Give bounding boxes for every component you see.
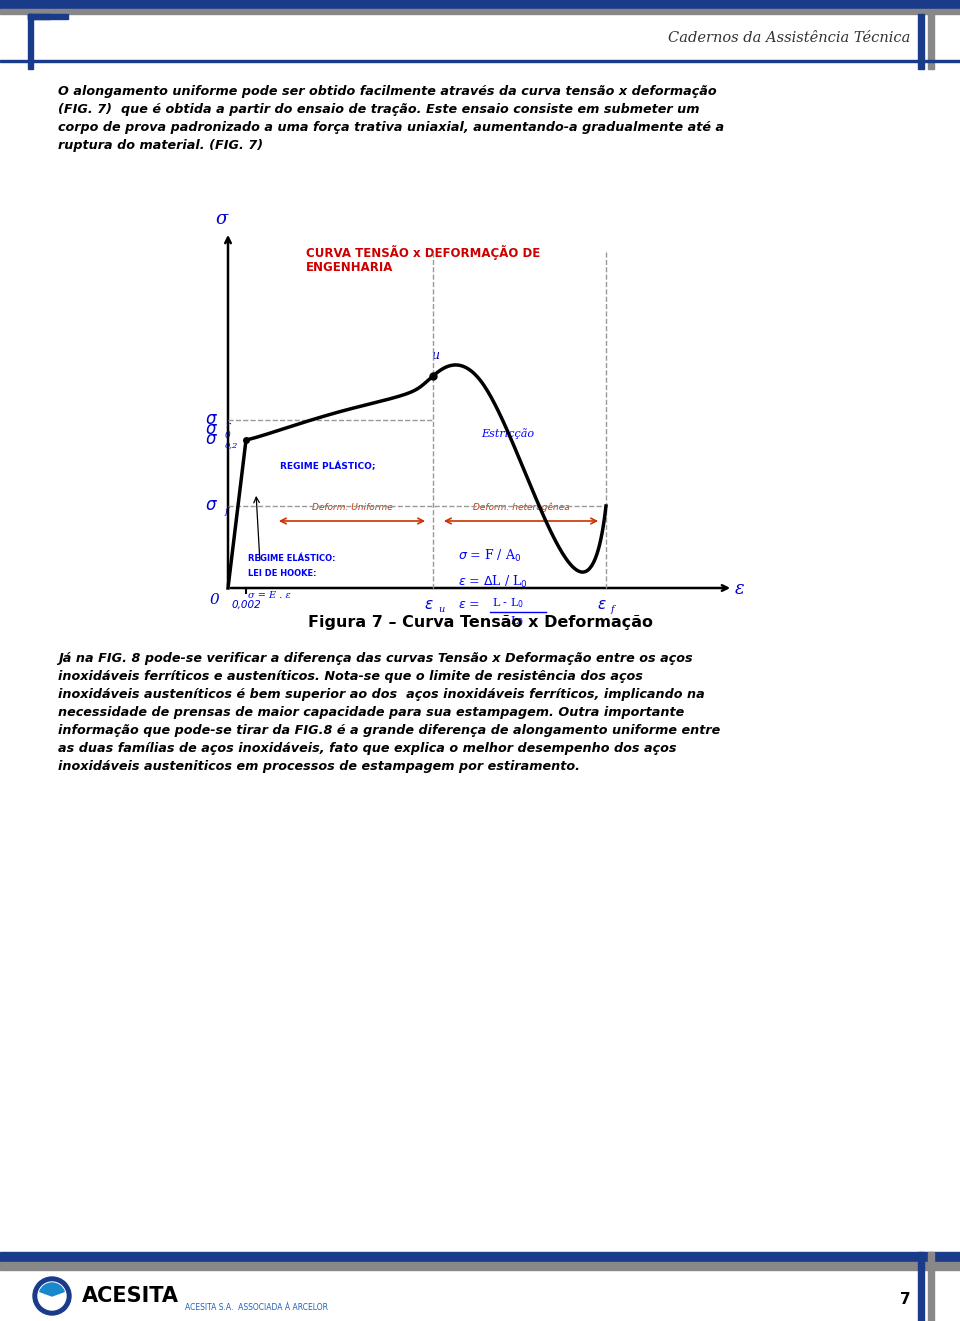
Text: σ = E . ε: σ = E . ε xyxy=(248,590,291,600)
Text: as duas famílias de aços inoxidáveis, fato que explica o melhor desempenho dos a: as duas famílias de aços inoxidáveis, fa… xyxy=(58,742,677,756)
Text: ε: ε xyxy=(735,580,745,598)
Text: r: r xyxy=(225,420,229,429)
Text: f: f xyxy=(225,506,228,515)
Text: $\sigma$: $\sigma$ xyxy=(205,498,218,514)
Text: u: u xyxy=(431,349,439,362)
Text: corpo de prova padronizado a uma força trativa uniaxial, aumentando-a gradualmen: corpo de prova padronizado a uma força t… xyxy=(58,122,724,133)
Text: ENGENHARIA: ENGENHARIA xyxy=(306,262,394,273)
Text: $\sigma$: $\sigma$ xyxy=(205,432,218,449)
Bar xyxy=(928,1252,934,1321)
Text: (FIG. 7)  que é obtida a partir do ensaio de tração. Este ensaio consiste em sub: (FIG. 7) que é obtida a partir do ensaio… xyxy=(58,103,700,116)
Text: REGIME PLÁSTICO;: REGIME PLÁSTICO; xyxy=(280,462,375,472)
Text: 0: 0 xyxy=(225,431,230,440)
Bar xyxy=(28,15,68,18)
Text: inoxidáveis austeníticos é bem superior ao dos  aços inoxidáveis ferríticos, imp: inoxidáveis austeníticos é bem superior … xyxy=(58,688,705,701)
Text: ACESITA S.A.  ASSOCIADA À ARCELOR: ACESITA S.A. ASSOCIADA À ARCELOR xyxy=(185,1304,328,1313)
Text: ACESITA: ACESITA xyxy=(82,1287,179,1306)
Bar xyxy=(28,15,33,69)
Text: Cadernos da Assistência Técnica: Cadernos da Assistência Técnica xyxy=(667,30,910,45)
Text: inoxidáveis austeniticos em processos de estampagem por estiramento.: inoxidáveis austeniticos em processos de… xyxy=(58,760,580,773)
Text: u: u xyxy=(438,605,444,614)
Text: LEI DE HOOKE:: LEI DE HOOKE: xyxy=(248,569,317,579)
Text: ruptura do material. (FIG. 7): ruptura do material. (FIG. 7) xyxy=(58,139,263,152)
Text: $\varepsilon$ =: $\varepsilon$ = xyxy=(458,598,480,612)
Text: $\sigma$: $\sigma$ xyxy=(205,412,218,428)
Text: 7: 7 xyxy=(900,1292,910,1308)
Text: 0,2: 0,2 xyxy=(225,441,238,449)
Text: Estricção: Estricção xyxy=(481,428,534,439)
Wedge shape xyxy=(39,1283,64,1296)
Bar xyxy=(918,15,924,69)
Text: Deform. heterogênea: Deform. heterogênea xyxy=(472,502,569,513)
Bar xyxy=(28,15,50,18)
Bar xyxy=(928,15,934,69)
Text: 0: 0 xyxy=(209,593,219,608)
Text: inoxidáveis ferríticos e austeníticos. Nota-se que o limite de resistência dos a: inoxidáveis ferríticos e austeníticos. N… xyxy=(58,670,643,683)
Text: $\varepsilon$ = $\Delta$L / L$_0$: $\varepsilon$ = $\Delta$L / L$_0$ xyxy=(458,575,528,590)
Text: necessidade de prensas de maior capacidade para sua estampagem. Outra importante: necessidade de prensas de maior capacida… xyxy=(58,705,684,719)
Text: σ: σ xyxy=(216,210,228,229)
Text: Deform. Uniforme: Deform. Uniforme xyxy=(312,503,393,513)
Bar xyxy=(0,0,960,9)
Text: Já na FIG. 8 pode-se verificar a diferença das curvas Tensão x Deformação entre : Já na FIG. 8 pode-se verificar a diferen… xyxy=(58,653,692,664)
Bar xyxy=(0,1262,960,1269)
Bar xyxy=(0,1252,960,1262)
Bar xyxy=(918,1252,924,1321)
Text: REGIME ELÁSTICO:: REGIME ELÁSTICO: xyxy=(248,553,335,563)
Text: 0,002: 0,002 xyxy=(231,600,261,610)
Text: informação que pode-se tirar da FIG.8 é a grande diferença de alongamento unifor: informação que pode-se tirar da FIG.8 é … xyxy=(58,724,720,737)
Text: $\varepsilon$: $\varepsilon$ xyxy=(424,598,434,612)
Text: O alongamento uniforme pode ser obtido facilmente através da curva tensão x defo: O alongamento uniforme pode ser obtido f… xyxy=(58,85,716,98)
Bar xyxy=(0,9,960,15)
Bar xyxy=(0,59,960,62)
Text: f: f xyxy=(611,605,614,614)
Text: L - L$_0$: L - L$_0$ xyxy=(492,596,524,610)
Text: $\sigma$: $\sigma$ xyxy=(205,421,218,439)
Text: $\varepsilon$: $\varepsilon$ xyxy=(597,598,607,612)
Text: L$_0$: L$_0$ xyxy=(510,614,524,627)
Text: Figura 7 – Curva Tensão x Deformação: Figura 7 – Curva Tensão x Deformação xyxy=(307,616,653,630)
Text: $\sigma$ = F / A$_0$: $\sigma$ = F / A$_0$ xyxy=(458,548,521,564)
Text: CURVA TENSÃO x DEFORMAÇÃO DE: CURVA TENSÃO x DEFORMAÇÃO DE xyxy=(306,244,540,260)
Circle shape xyxy=(33,1277,71,1314)
Circle shape xyxy=(38,1281,66,1310)
